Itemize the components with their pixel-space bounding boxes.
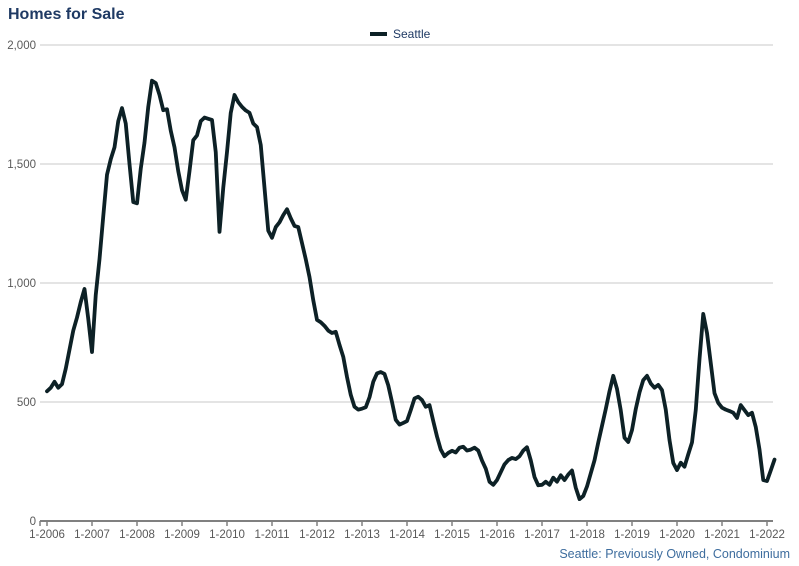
- x-axis-label: 1-2021: [704, 529, 740, 541]
- x-axis-label: 1-2006: [29, 529, 65, 541]
- x-axis-label: 1-2017: [524, 529, 560, 541]
- x-axis-label: 1-2014: [389, 529, 425, 541]
- x-axis-label: 1-2015: [434, 529, 470, 541]
- x-axis-label: 1-2007: [74, 529, 110, 541]
- x-axis-label: 1-2016: [479, 529, 515, 541]
- x-axis-label: 1-2008: [119, 529, 155, 541]
- x-axis-label: 1-2020: [659, 529, 695, 541]
- x-axis-label: 1-2011: [255, 529, 290, 541]
- x-axis-label: 1-2009: [164, 529, 200, 541]
- chart-title: Homes for Sale: [8, 6, 125, 23]
- source-note: Seattle: Previously Owned, Condominium: [559, 547, 790, 561]
- legend-label-seattle: Seattle: [393, 27, 431, 41]
- x-axis-label: 1-2022: [749, 529, 785, 541]
- legend: Seattle: [370, 27, 430, 41]
- y-axis-label: 2,000: [7, 40, 36, 52]
- x-axis-label: 1-2010: [209, 529, 245, 541]
- y-axis-label: 500: [17, 397, 36, 409]
- y-axis-label: 0: [30, 516, 36, 528]
- x-axis-label: 1-2018: [569, 529, 605, 541]
- x-axis-label: 1-2013: [344, 529, 380, 541]
- seattle-series-line: [45, 78, 777, 501]
- y-axis-label: 1,500: [7, 159, 36, 171]
- x-axis-label: 1-2012: [299, 529, 335, 541]
- x-axis-label: 1-2019: [614, 529, 650, 541]
- seattle-series-swatch-icon: [370, 32, 387, 36]
- y-axis-label: 1,000: [7, 278, 36, 290]
